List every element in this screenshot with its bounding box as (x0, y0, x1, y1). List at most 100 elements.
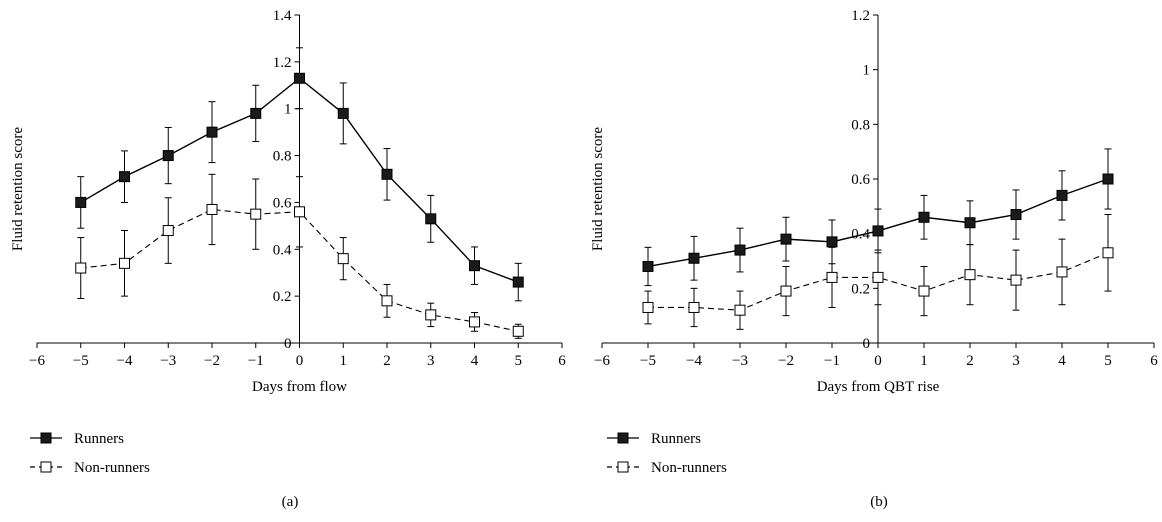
data-point-non-runners (250, 208, 262, 220)
data-point-non-runners (642, 301, 654, 313)
x-tick-label: 1 (340, 353, 348, 369)
legend-label-1: Non-runners (651, 460, 727, 476)
data-point-runners (206, 126, 218, 138)
y-tick-label: 0.4 (273, 242, 292, 258)
legend-label-0: Runners (74, 431, 124, 447)
data-point-runners (780, 233, 792, 245)
x-tick-label: 4 (1058, 353, 1066, 369)
data-point-runners (1010, 209, 1022, 221)
data-point-non-runners (1010, 274, 1022, 286)
y-tick-label: 1.2 (273, 55, 292, 71)
data-point-non-runners (688, 301, 700, 313)
data-point-runners (469, 260, 480, 272)
x-tick-label: −1 (248, 353, 264, 369)
legend-label-0: Runners (651, 431, 701, 447)
y-tick-label: 0 (284, 336, 292, 352)
x-tick-label: −3 (160, 353, 176, 369)
x-tick-label: 5 (515, 353, 523, 369)
chart-b-svg: −6 −5 −4 −3 −2 −1 0 1 2 3 4 5 600.20.40.60.811.2Days… (590, 8, 1158, 510)
x-tick-label: 2 (383, 353, 391, 369)
legend-marker-0 (617, 432, 629, 444)
x-tick-label: −6 (594, 353, 610, 369)
data-point-non-runners (872, 271, 884, 283)
data-point-non-runners (918, 285, 930, 297)
y-axis-label: Fluid retention score (590, 127, 606, 251)
data-point-runners (119, 171, 130, 183)
panel-label: (b) (870, 494, 888, 510)
legend-marker-1 (617, 461, 629, 473)
data-point-runners (734, 244, 746, 256)
data-point-runners (826, 236, 838, 248)
x-tick-label: −1 (824, 353, 840, 369)
x-tick-label: −5 (640, 353, 656, 369)
chart-panel-a: −6 −5 −4 −3 −2 −1 0 1 2 3 4 5 6 0 0.2 0.4 0.6 0.8 1 1.2 1.4 D… (0, 0, 580, 522)
data-point-non-runners (780, 285, 792, 297)
y-tick-label: 0.6 (273, 195, 292, 211)
data-point-non-runners (381, 295, 393, 307)
data-point-runners (250, 107, 262, 119)
x-tick-label: 3 (1012, 353, 1020, 369)
data-point-runners (1056, 189, 1068, 201)
data-point-runners (294, 72, 305, 84)
y-tick-label: 0.8 (851, 117, 870, 133)
data-point-runners (688, 252, 700, 264)
x-tick-label: 1 (920, 353, 928, 369)
x-tick-label: 3 (427, 353, 435, 369)
data-point-runners (512, 276, 524, 288)
y-tick-label: 1.2 (851, 8, 870, 24)
data-point-non-runners (162, 225, 174, 237)
data-point-non-runners (425, 309, 437, 321)
x-tick-label: −6 (29, 353, 45, 369)
y-tick-label: 0 (863, 336, 871, 352)
data-point-non-runners (1056, 266, 1068, 278)
x-tick-label: 4 (471, 353, 479, 369)
data-point-runners (381, 168, 393, 180)
data-point-non-runners (294, 206, 305, 218)
data-point-runners (872, 225, 884, 237)
data-point-non-runners (119, 257, 130, 269)
data-point-non-runners (75, 262, 87, 274)
x-tick-label: −3 (732, 353, 748, 369)
legend-label-1: Non-runners (74, 460, 150, 476)
x-tick-label: 5 (1104, 353, 1112, 369)
x-tick-label: 6 (1150, 353, 1158, 369)
y-axis-label: Fluid retention score (10, 127, 26, 251)
data-point-non-runners (826, 271, 838, 283)
x-tick-label: 0 (296, 353, 304, 369)
chart-panel-b: −6 −5 −4 −3 −2 −1 0 1 2 3 4 5 6 0 0.2 0.4 0.6 0.8 1 1.2 Days… (582, 0, 1162, 522)
data-point-runners (642, 260, 654, 272)
y-tick-label: 1 (863, 63, 871, 79)
data-point-runners (918, 211, 930, 223)
y-tick-label: 0.2 (273, 289, 292, 305)
data-point-non-runners (964, 269, 976, 281)
legend-marker-1 (40, 461, 52, 473)
x-tick-label: −5 (73, 353, 89, 369)
data-point-non-runners (469, 316, 480, 328)
panel-label: (a) (282, 494, 299, 510)
data-point-runners (1102, 173, 1114, 185)
x-tick-label: 0 (874, 353, 882, 369)
x-tick-label: −2 (204, 353, 220, 369)
data-point-runners (75, 196, 87, 208)
x-tick-label: −4 (117, 353, 133, 369)
y-tick-label: 0.6 (851, 172, 870, 188)
data-point-non-runners (206, 203, 218, 215)
data-point-runners (425, 213, 437, 225)
legend-marker-0 (40, 432, 52, 444)
data-point-non-runners (734, 304, 746, 316)
y-tick-label: 0.2 (851, 281, 870, 297)
x-tick-label: −4 (686, 353, 702, 369)
data-point-runners (964, 217, 976, 229)
data-point-runners (337, 107, 349, 119)
data-point-non-runners (1102, 247, 1114, 259)
y-tick-label: 1.4 (273, 8, 292, 24)
y-tick-label: 0.8 (273, 149, 292, 165)
x-tick-label: −2 (778, 353, 794, 369)
chart-a-svg: −6 −5 −4 −3 −2 −1 0 1 2 3 4 5 6 0 0.2 0.4 0.6 0.8 1 1.2 1.4 D… (10, 8, 566, 510)
y-tick-label: 1 (284, 102, 292, 118)
x-axis-label: Days from flow (252, 379, 347, 395)
x-tick-label: 6 (558, 353, 566, 369)
data-point-runners (162, 150, 174, 162)
x-axis-label: Days from QBT rise (817, 379, 940, 395)
x-tick-label: 2 (966, 353, 974, 369)
